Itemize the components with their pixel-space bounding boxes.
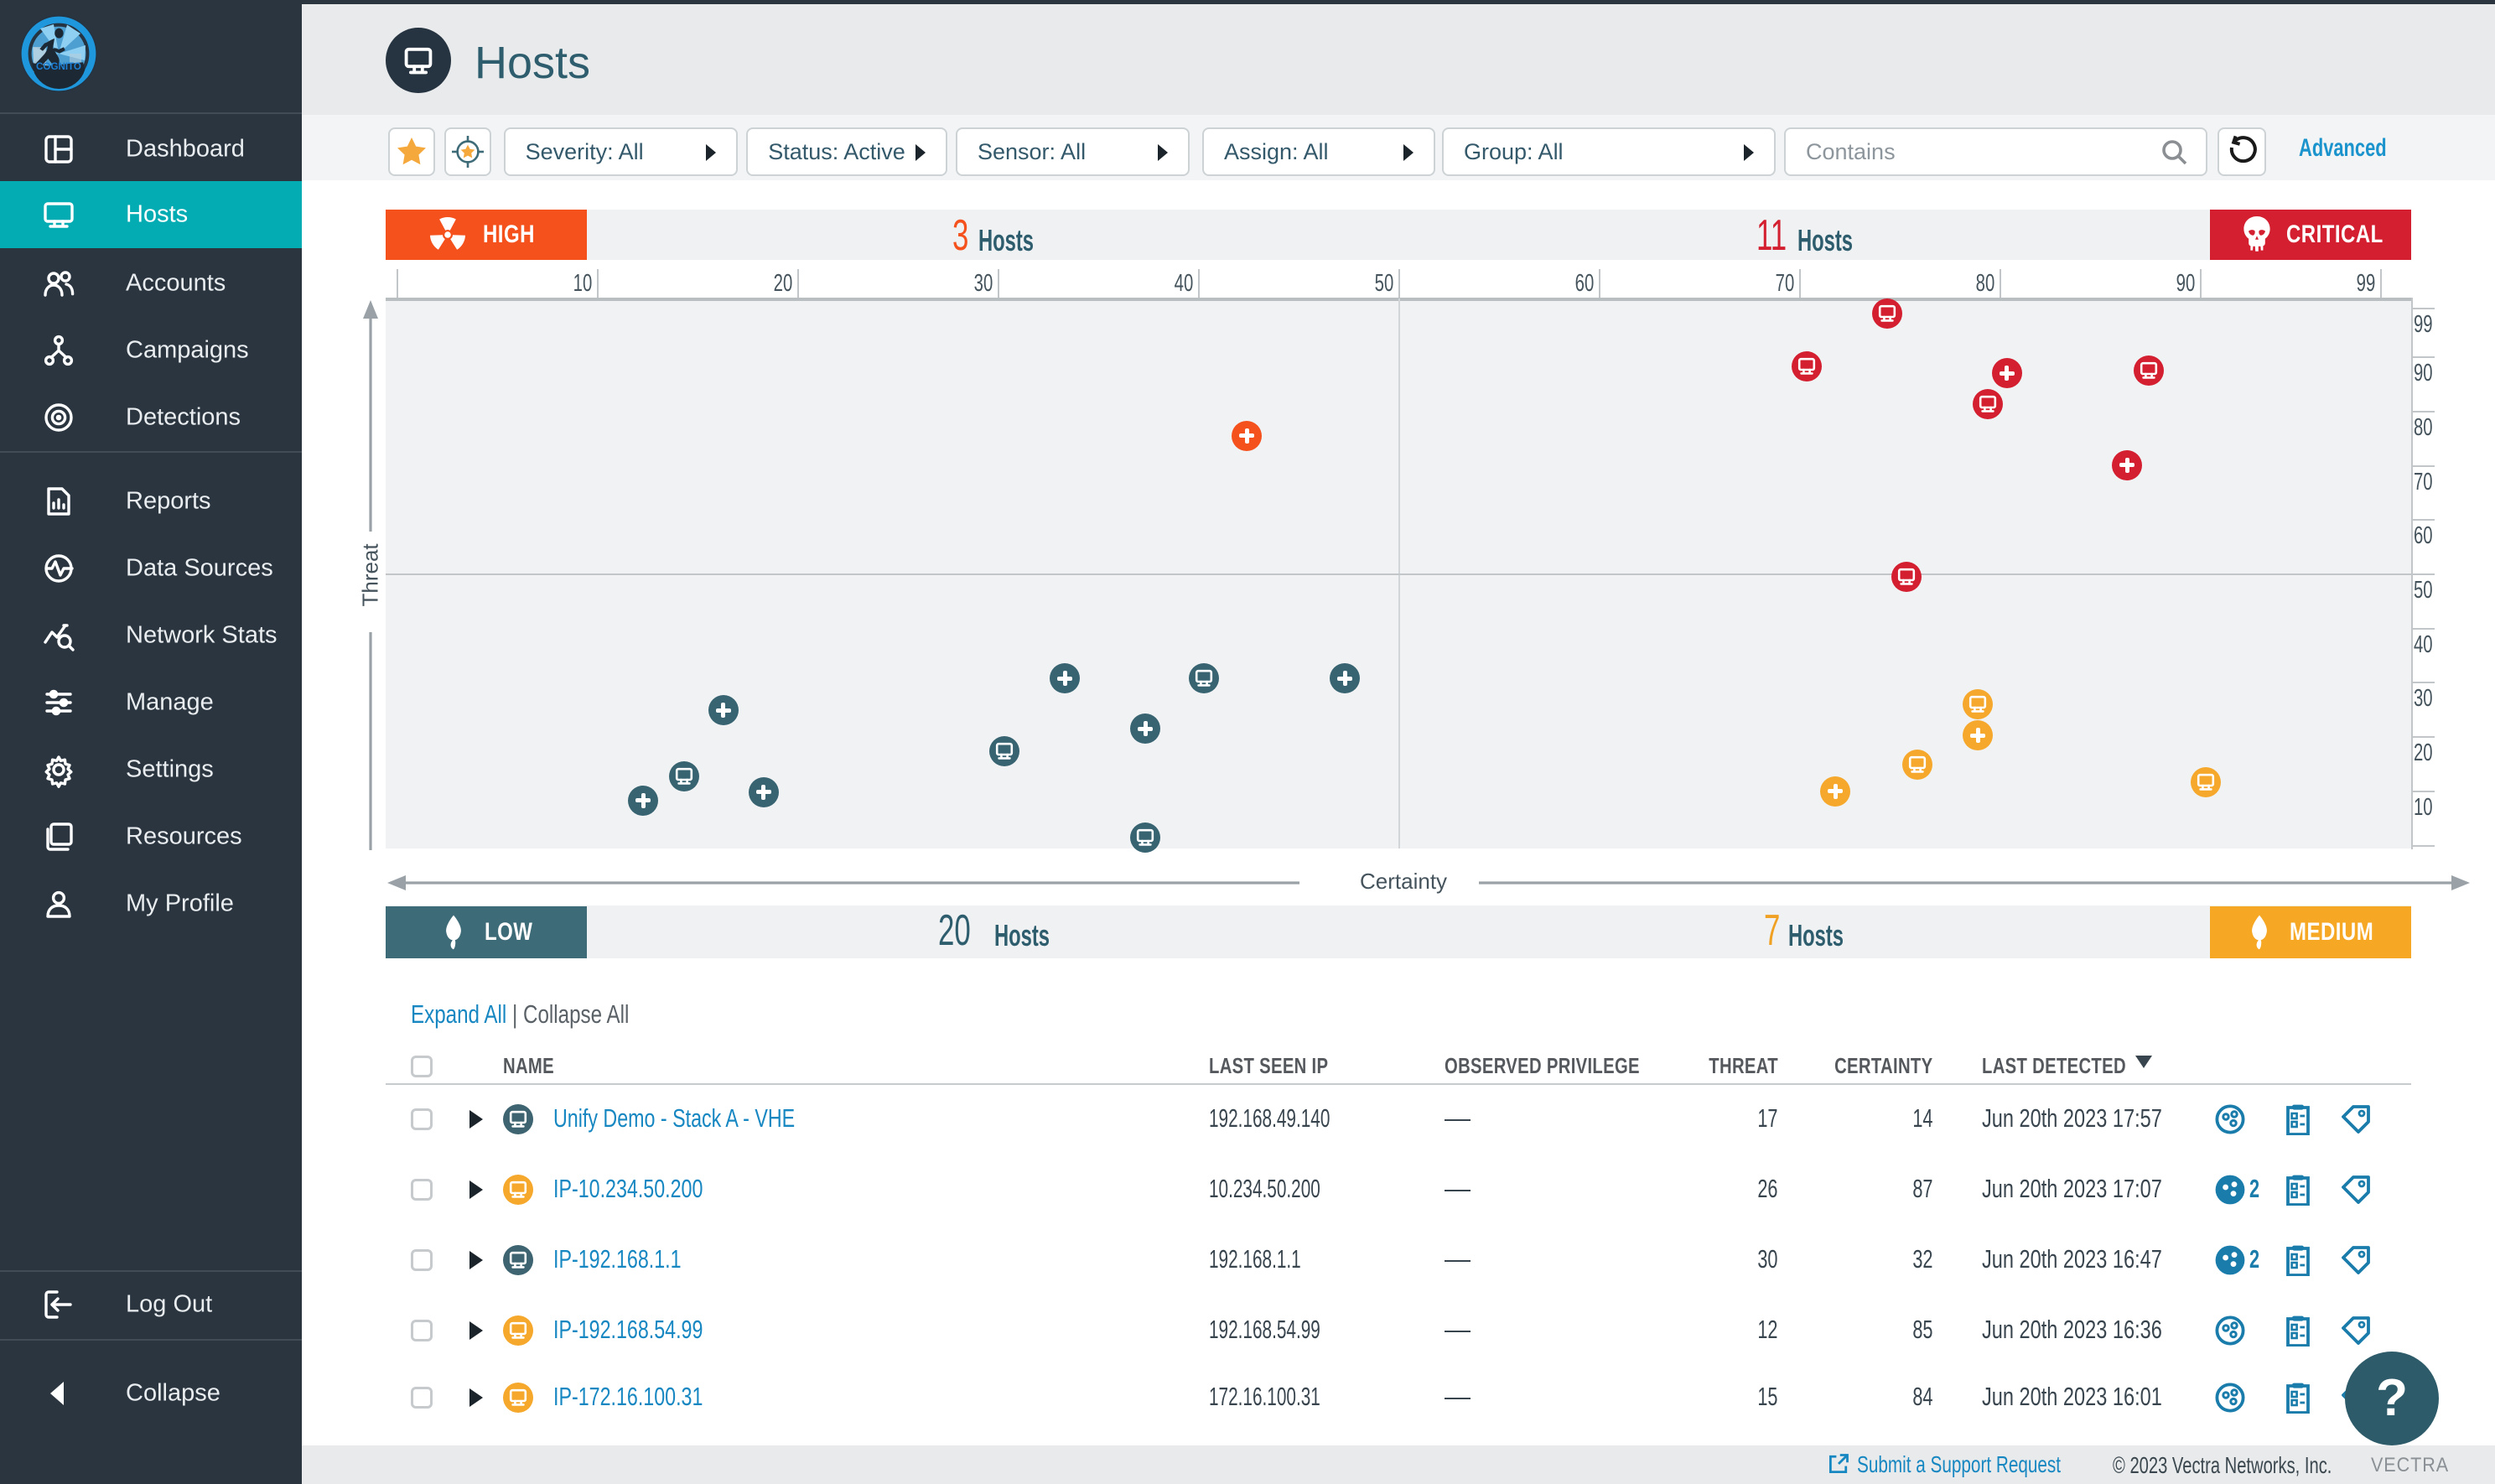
svg-text:COGNITO: COGNITO (36, 61, 81, 72)
